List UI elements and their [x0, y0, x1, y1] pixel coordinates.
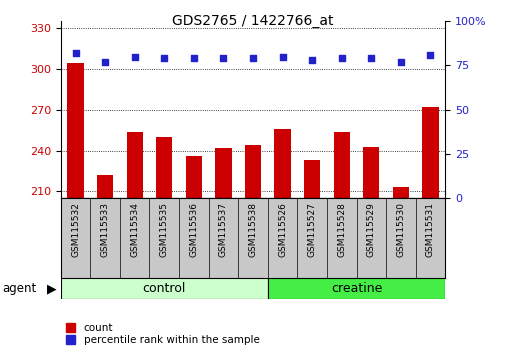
Bar: [244, 145, 261, 198]
Text: GSM115536: GSM115536: [189, 202, 198, 257]
Bar: [215, 148, 231, 198]
Text: GSM115527: GSM115527: [307, 202, 316, 257]
Point: [130, 54, 138, 59]
Point: [219, 56, 227, 61]
Text: GSM115533: GSM115533: [100, 202, 110, 257]
Text: ▶: ▶: [46, 282, 56, 295]
Bar: [185, 156, 201, 198]
Text: GSM115530: GSM115530: [395, 202, 405, 257]
Bar: [422, 107, 438, 198]
Point: [426, 52, 434, 58]
Point: [71, 50, 79, 56]
Text: GSM115535: GSM115535: [160, 202, 169, 257]
Text: GSM115534: GSM115534: [130, 202, 139, 257]
Bar: [97, 175, 113, 198]
Text: GDS2765 / 1422766_at: GDS2765 / 1422766_at: [172, 14, 333, 28]
Text: agent: agent: [3, 282, 37, 295]
Legend: count, percentile rank within the sample: count, percentile rank within the sample: [66, 323, 259, 345]
Text: GSM115526: GSM115526: [278, 202, 286, 257]
Point: [248, 56, 257, 61]
Bar: [363, 147, 379, 198]
Point: [101, 59, 109, 65]
Text: GSM115528: GSM115528: [336, 202, 345, 257]
Point: [189, 56, 197, 61]
Text: GSM115532: GSM115532: [71, 202, 80, 257]
Text: GSM115538: GSM115538: [248, 202, 257, 257]
Bar: [304, 160, 320, 198]
Text: control: control: [142, 282, 185, 295]
Point: [396, 59, 404, 65]
Bar: [267, 278, 444, 299]
Bar: [392, 187, 408, 198]
Point: [367, 56, 375, 61]
Bar: [274, 129, 290, 198]
Bar: [67, 63, 83, 198]
Text: GSM115537: GSM115537: [219, 202, 227, 257]
Text: creatine: creatine: [330, 282, 381, 295]
Bar: [333, 132, 349, 198]
Bar: [61, 278, 267, 299]
Text: GSM115531: GSM115531: [425, 202, 434, 257]
Point: [160, 56, 168, 61]
Point: [337, 56, 345, 61]
Bar: [126, 132, 142, 198]
Point: [308, 57, 316, 63]
Bar: [156, 137, 172, 198]
Text: GSM115529: GSM115529: [366, 202, 375, 257]
Point: [278, 54, 286, 59]
